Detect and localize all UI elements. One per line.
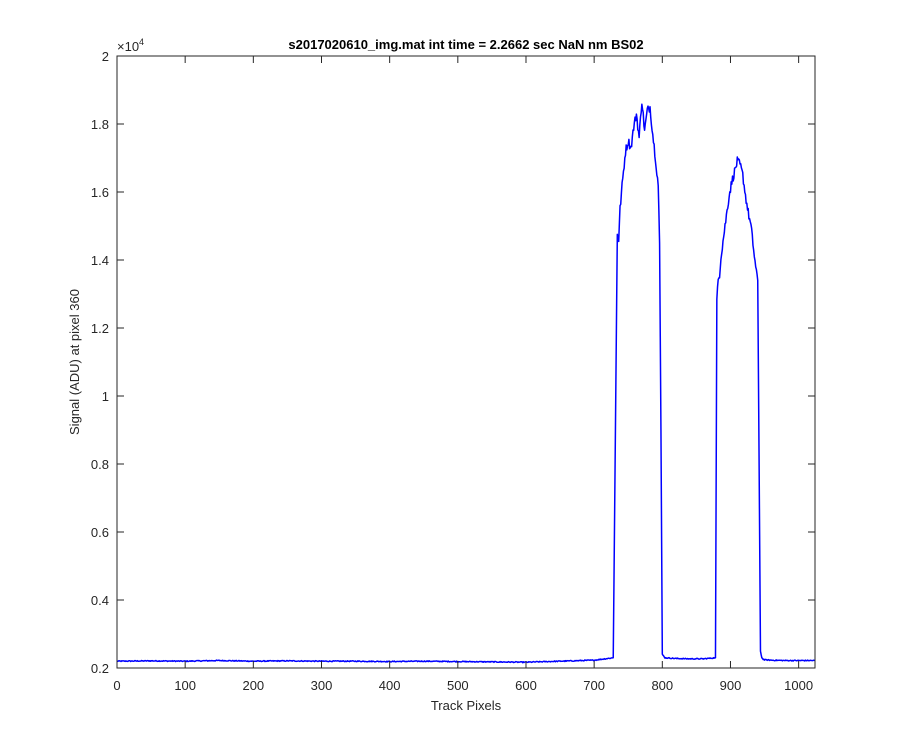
y-tick-label: 1.8	[91, 117, 109, 132]
y-tick-label: 1.4	[91, 253, 109, 268]
x-axis: 0 100 200 300 400 500 600 700 800 900 1000	[113, 56, 813, 693]
series-line	[116, 103, 816, 664]
x-tick-label: 200	[242, 678, 264, 693]
x-tick-label: 700	[583, 678, 605, 693]
plot-area	[117, 56, 815, 668]
y-axis-label: Signal (ADU) at pixel 360	[67, 289, 82, 435]
x-tick-label: 900	[720, 678, 742, 693]
series-layer	[116, 103, 816, 664]
axes-box	[116, 55, 816, 669]
y-exponent-power: 4	[139, 37, 144, 47]
x-tick-label: 500	[447, 678, 469, 693]
y-axis: 0.2 0.4 0.6 0.8 1 1.2 1.4 1.6 1.8 2	[91, 49, 815, 676]
y-tick-label: 2	[102, 49, 109, 64]
y-tick-label: 1.2	[91, 321, 109, 336]
x-tick-label: 300	[311, 678, 333, 693]
y-tick-label: 0.6	[91, 525, 109, 540]
y-tick-label: 0.4	[91, 593, 109, 608]
x-tick-label: 800	[651, 678, 673, 693]
y-exponent-base: ×10	[117, 39, 139, 54]
x-tick-label: 0	[113, 678, 120, 693]
x-tick-label: 600	[515, 678, 537, 693]
chart-title: s2017020610_img.mat int time = 2.2662 se…	[288, 37, 643, 52]
y-tick-label: 0.2	[91, 661, 109, 676]
x-tick-label: 400	[379, 678, 401, 693]
y-tick-label: 0.8	[91, 457, 109, 472]
y-tick-label: 1	[102, 389, 109, 404]
y-tick-label: 1.6	[91, 185, 109, 200]
x-tick-label: 100	[174, 678, 196, 693]
x-axis-label: Track Pixels	[431, 698, 502, 713]
x-tick-label: 1000	[784, 678, 813, 693]
